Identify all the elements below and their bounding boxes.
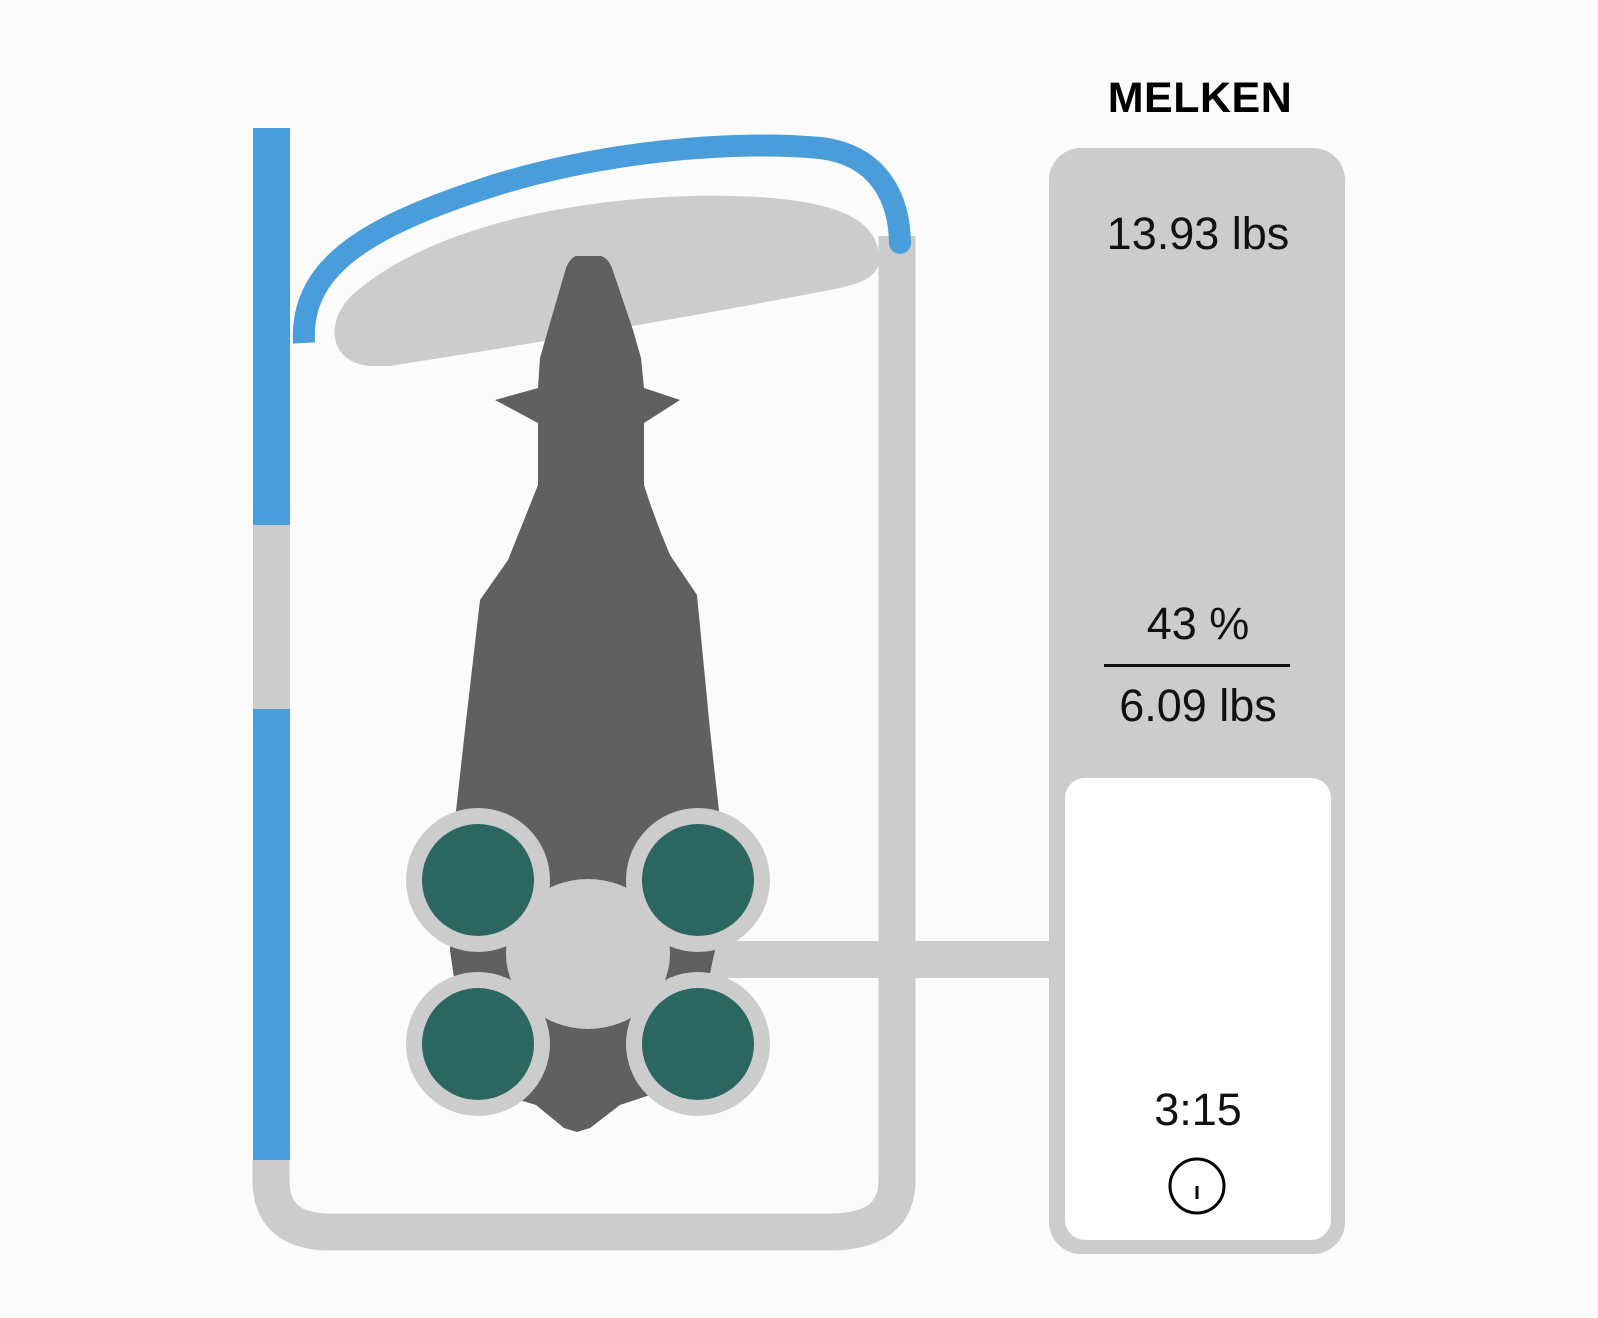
clock-icon xyxy=(1168,1157,1226,1215)
yield-progress-fill xyxy=(1065,778,1331,1240)
panel-title: MELKEN xyxy=(1107,74,1293,122)
teat-cup-front-left xyxy=(422,824,534,936)
current-weight: 6.09 lbs xyxy=(1119,680,1277,731)
bottom-pipe xyxy=(252,236,916,1251)
left-pipe-lower xyxy=(253,709,290,1160)
milk-line xyxy=(700,941,1060,978)
milking-timer: 3:15 xyxy=(1154,1084,1242,1135)
cluster-hub xyxy=(506,879,670,1029)
left-pipe-upper xyxy=(253,128,290,525)
cleaning-arc-end xyxy=(889,232,911,254)
divider xyxy=(1104,664,1290,667)
left-pipe-middle xyxy=(253,525,290,709)
teat-cup-rear-right xyxy=(642,988,754,1100)
teat-cup-front-right xyxy=(642,824,754,936)
total-weight: 13.93 lbs xyxy=(1106,208,1290,259)
teat-cup-rear-left xyxy=(422,988,534,1100)
cleaning-arc xyxy=(292,134,911,344)
progress-percent: 43 % xyxy=(1146,598,1250,649)
